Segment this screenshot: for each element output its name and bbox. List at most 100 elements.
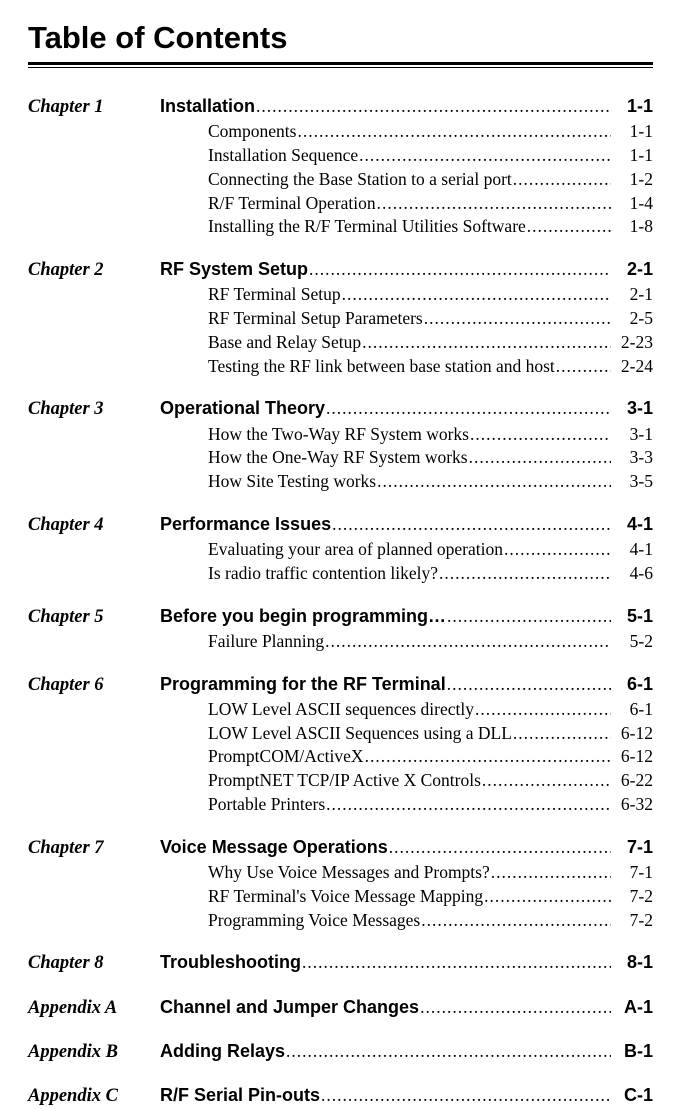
sub-page: 2-1: [611, 283, 653, 307]
chapter-label: Appendix A: [28, 996, 160, 1021]
sub-title: Portable Printers: [208, 793, 325, 817]
chapter-label: Chapter 1: [28, 95, 160, 120]
leader-dots: [341, 283, 611, 307]
chapter-page: 8-1: [611, 950, 653, 974]
leader-dots: [388, 836, 611, 860]
sub-title: Failure Planning: [208, 630, 324, 654]
chapter-row: Chapter 5Before you begin programming…5-…: [28, 604, 653, 630]
sub-page: 1-8: [611, 215, 653, 239]
sub-title: Evaluating your area of planned operatio…: [208, 538, 503, 562]
chapter-page: B-1: [611, 1039, 653, 1063]
leader-dots: [308, 258, 611, 282]
leader-dots: [320, 1084, 611, 1108]
chapter-label: Chapter 4: [28, 513, 160, 538]
chapter-title: Operational Theory: [160, 396, 325, 420]
sub-title: R/F Terminal Operation: [208, 192, 376, 216]
chapter-block: Chapter 6Programming for the RF Terminal…: [28, 672, 653, 817]
sub-row: Failure Planning 5-2: [28, 630, 653, 654]
sub-page: 5-2: [611, 630, 653, 654]
leader-dots: [481, 769, 611, 793]
leader-dots: [469, 423, 611, 447]
chapter-label: Chapter 5: [28, 605, 160, 630]
sub-title: Why Use Voice Messages and Prompts?: [208, 861, 490, 885]
sub-title: Connecting the Base Station to a serial …: [208, 168, 512, 192]
sub-title: Installation Sequence: [208, 144, 358, 168]
sub-row: Evaluating your area of planned operatio…: [28, 538, 653, 562]
sub-row: Base and Relay Setup2-23: [28, 331, 653, 355]
leader-dots: [490, 861, 611, 885]
leader-dots: [503, 538, 611, 562]
sub-title: Installing the R/F Terminal Utilities So…: [208, 215, 526, 239]
leader-dots: [526, 215, 611, 239]
leader-dots: [512, 722, 611, 746]
chapter-row: Chapter 6Programming for the RF Terminal…: [28, 672, 653, 698]
chapter-label: Appendix C: [28, 1084, 160, 1109]
sub-page: 7-1: [611, 861, 653, 885]
sub-row: LOW Level ASCII sequences directly6-1: [28, 698, 653, 722]
chapter-title: Performance Issues: [160, 512, 331, 536]
sub-row: Installing the R/F Terminal Utilities So…: [28, 215, 653, 239]
sub-title: PromptCOM/ActiveX: [208, 745, 364, 769]
sub-title: RF Terminal Setup Parameters: [208, 307, 423, 331]
sub-page: 3-1: [611, 423, 653, 447]
leader-dots: [446, 605, 611, 629]
leader-dots: [325, 793, 611, 817]
page-title: Table of Contents: [28, 20, 653, 56]
chapter-block: Appendix BAdding Relays B-1: [28, 1039, 653, 1065]
chapter-title: RF System Setup: [160, 257, 308, 281]
chapter-title: Programming for the RF Terminal: [160, 672, 446, 696]
leader-dots: [358, 144, 611, 168]
chapter-label: Chapter 6: [28, 673, 160, 698]
sub-title: Programming Voice Messages: [208, 909, 420, 933]
leader-dots: [438, 562, 611, 586]
chapter-block: Appendix AChannel and Jumper ChangesA-1: [28, 995, 653, 1021]
sub-row: Installation Sequence 1-1: [28, 144, 653, 168]
chapter-label: Chapter 8: [28, 951, 160, 976]
chapter-row: Appendix BAdding Relays B-1: [28, 1039, 653, 1065]
chapter-row: Appendix CR/F Serial Pin-outsC-1: [28, 1083, 653, 1109]
sub-page: 4-6: [611, 562, 653, 586]
sub-title: Components: [208, 120, 296, 144]
sub-page: 2-24: [611, 355, 653, 379]
sub-page: 2-23: [611, 331, 653, 355]
sub-row: How the One-Way RF System works3-3: [28, 446, 653, 470]
chapter-title: Troubleshooting: [160, 950, 301, 974]
sub-title: Testing the RF link between base station…: [208, 355, 555, 379]
leader-dots: [420, 909, 611, 933]
sub-page: 1-1: [611, 120, 653, 144]
sub-row: Portable Printers6-32: [28, 793, 653, 817]
leader-dots: [296, 120, 611, 144]
leader-dots: [325, 397, 611, 421]
sub-page: 1-1: [611, 144, 653, 168]
sub-title: How Site Testing works: [208, 470, 376, 494]
sub-title: How the Two-Way RF System works: [208, 423, 469, 447]
leader-dots: [446, 673, 611, 697]
chapter-row: Chapter 8Troubleshooting 8-1: [28, 950, 653, 976]
sub-row: Testing the RF link between base station…: [28, 355, 653, 379]
chapter-block: Chapter 8Troubleshooting 8-1: [28, 950, 653, 976]
sub-title: LOW Level ASCII sequences directly: [208, 698, 474, 722]
sub-row: RF Terminal's Voice Message Mapping7-2: [28, 885, 653, 909]
horizontal-rule: [28, 62, 653, 68]
leader-dots: [483, 885, 611, 909]
chapter-row: Chapter 3Operational Theory3-1: [28, 396, 653, 422]
sub-page: 7-2: [611, 909, 653, 933]
sub-row: RF Terminal Setup Parameters2-5: [28, 307, 653, 331]
chapter-title: Channel and Jumper Changes: [160, 995, 419, 1019]
chapter-label: Chapter 7: [28, 836, 160, 861]
sub-page: 6-12: [611, 722, 653, 746]
chapter-block: Chapter 7Voice Message Operations7-1Why …: [28, 835, 653, 933]
chapter-title: Installation: [160, 94, 255, 118]
sub-row: Components 1-1: [28, 120, 653, 144]
chapter-label: Appendix B: [28, 1040, 160, 1065]
chapter-page: 1-1: [611, 94, 653, 118]
sub-page: 7-2: [611, 885, 653, 909]
leader-dots: [423, 307, 611, 331]
sub-row: Programming Voice Messages 7-2: [28, 909, 653, 933]
chapter-title: Adding Relays: [160, 1039, 285, 1063]
sub-row: Connecting the Base Station to a serial …: [28, 168, 653, 192]
chapter-row: Chapter 1Installation 1-1: [28, 94, 653, 120]
chapter-page: 5-1: [611, 604, 653, 628]
sub-title: RF Terminal Setup: [208, 283, 341, 307]
chapter-label: Chapter 2: [28, 258, 160, 283]
